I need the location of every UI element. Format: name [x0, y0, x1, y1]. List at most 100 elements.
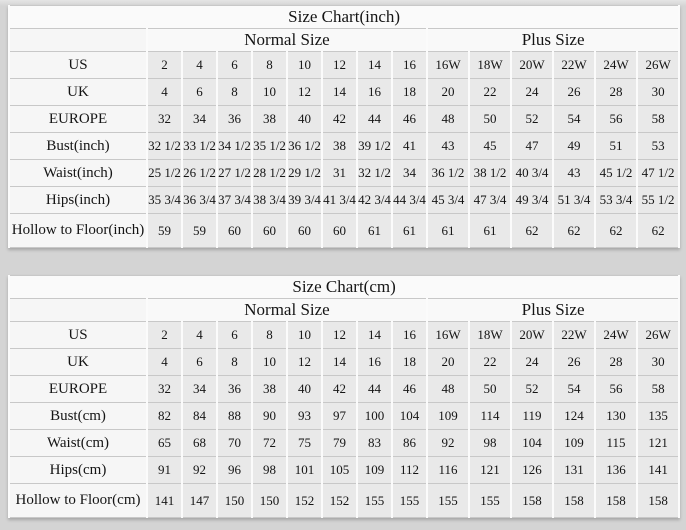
row-label: Waist(inch)	[8, 159, 148, 187]
size-cell: 155	[426, 483, 470, 518]
size-cell: 32	[146, 375, 183, 403]
table-row: Hollow to Floor(inch) 59 59 60 60 60 60 61 61 61 6…	[8, 213, 681, 248]
table-row: EUROPE 32 34 36 38 40 42 44 46 48 50 52 54 56 58	[8, 375, 681, 403]
size-cell: 121	[468, 456, 512, 484]
size-cell: 22	[468, 78, 512, 106]
size-cell: 26 1/2	[181, 159, 218, 187]
row-label: Hips(inch)	[8, 186, 148, 214]
size-cell: 31	[321, 159, 358, 187]
size-cell: 60	[251, 213, 288, 248]
size-cell: 36 3/4	[181, 186, 218, 214]
size-cell: 6	[216, 321, 253, 349]
size-chart-cm-table: Size Chart(cm) Normal Size Plus Size US 2…	[7, 275, 681, 518]
size-cell: 126	[510, 456, 554, 484]
table-title: Size Chart(inch)	[7, 5, 681, 29]
size-cell: 6	[216, 51, 253, 79]
size-cell: 70	[216, 429, 253, 457]
size-cell: 83	[356, 429, 393, 457]
size-cell: 26	[552, 78, 596, 106]
size-cell: 40	[286, 105, 323, 133]
size-cell: 25 1/2	[146, 159, 183, 187]
size-cell: 22	[468, 348, 512, 376]
size-cell: 55 1/2	[635, 186, 681, 214]
size-cell: 58	[635, 105, 681, 133]
size-cell: 158	[594, 483, 638, 518]
size-cell: 12	[286, 348, 323, 376]
normal-size-header: Normal Size	[146, 28, 428, 52]
size-cell: 36	[216, 105, 253, 133]
size-cell: 30	[635, 78, 681, 106]
size-cell: 90	[251, 402, 288, 430]
size-cell: 104	[391, 402, 428, 430]
size-cell: 158	[510, 483, 554, 518]
size-cell: 12	[321, 321, 358, 349]
size-cell: 20	[426, 78, 470, 106]
size-cell: 56	[594, 105, 638, 133]
size-cell: 112	[391, 456, 428, 484]
size-cell: 50	[468, 375, 512, 403]
corner-cell	[8, 298, 148, 322]
size-cell: 10	[286, 51, 323, 79]
size-cell: 82	[146, 402, 183, 430]
size-cell: 26	[552, 348, 596, 376]
table-title-row: Size Chart(inch)	[7, 5, 681, 29]
size-cell: 14	[356, 321, 393, 349]
size-cell: 18	[391, 348, 428, 376]
size-cell: 20W	[510, 321, 554, 349]
size-cell: 29 1/2	[286, 159, 323, 187]
size-cell: 92	[426, 429, 470, 457]
size-cell: 35 1/2	[251, 132, 288, 160]
size-cell: 38	[321, 132, 358, 160]
corner-cell	[8, 28, 148, 52]
size-cell: 84	[181, 402, 218, 430]
size-cell: 38	[251, 375, 288, 403]
size-cell: 24	[510, 348, 554, 376]
size-cell: 42	[321, 375, 358, 403]
size-chart-inch-table: Size Chart(inch) Normal Size Plus Size U…	[7, 5, 681, 248]
size-cell: 18W	[468, 51, 512, 79]
size-cell: 147	[181, 483, 218, 518]
size-cell: 10	[286, 321, 323, 349]
size-cell: 14	[321, 348, 358, 376]
size-cell: 24W	[594, 51, 638, 79]
size-cell: 14	[321, 78, 358, 106]
size-cell: 37 3/4	[216, 186, 253, 214]
plus-size-header: Plus Size	[425, 28, 681, 52]
size-cell: 32 1/2	[146, 132, 183, 160]
normal-size-header: Normal Size	[146, 298, 428, 322]
size-cell: 10	[251, 348, 288, 376]
size-cell: 75	[286, 429, 323, 457]
size-cell: 40	[286, 375, 323, 403]
size-cell: 36 1/2	[426, 159, 470, 187]
size-cell: 115	[594, 429, 638, 457]
size-cell: 93	[286, 402, 323, 430]
size-cell: 68	[181, 429, 218, 457]
size-cell: 152	[321, 483, 358, 518]
size-cell: 10	[251, 78, 288, 106]
size-cell: 150	[251, 483, 288, 518]
size-cell: 59	[146, 213, 183, 248]
size-cell: 16	[391, 51, 428, 79]
size-cell: 47 1/2	[635, 159, 681, 187]
size-cell: 28	[594, 348, 638, 376]
size-cell: 6	[181, 348, 218, 376]
table-title-row: Size Chart(cm)	[7, 275, 681, 299]
size-cell: 62	[594, 213, 638, 248]
size-cell: 34 1/2	[216, 132, 253, 160]
size-cell: 48	[426, 375, 470, 403]
table-body: US 2 4 6 8 10 12 14 16 16W 18W 20W 22W 24W 26W UK 4 6 8 10 1…	[8, 51, 681, 248]
size-cell: 32 1/2	[356, 159, 393, 187]
table-row: Hips(cm) 91 92 96 98 101 105 109 112 116 121 126 131…	[8, 456, 681, 484]
size-cell: 12	[286, 78, 323, 106]
table-row: Bust(cm) 82 84 88 90 93 97 100 104 109 114 119 124 13…	[8, 402, 681, 430]
size-cell: 50	[468, 105, 512, 133]
size-cell: 46	[391, 105, 428, 133]
row-label: Waist(cm)	[8, 429, 148, 457]
size-cell: 60	[286, 213, 323, 248]
row-label: Hips(cm)	[8, 456, 148, 484]
size-cell: 141	[635, 456, 681, 484]
size-cell: 46	[391, 375, 428, 403]
size-cell: 130	[594, 402, 638, 430]
table-row: US 2 4 6 8 10 12 14 16 16W 18W 20W 22W 24W 26W	[8, 321, 681, 349]
size-cell: 131	[552, 456, 596, 484]
